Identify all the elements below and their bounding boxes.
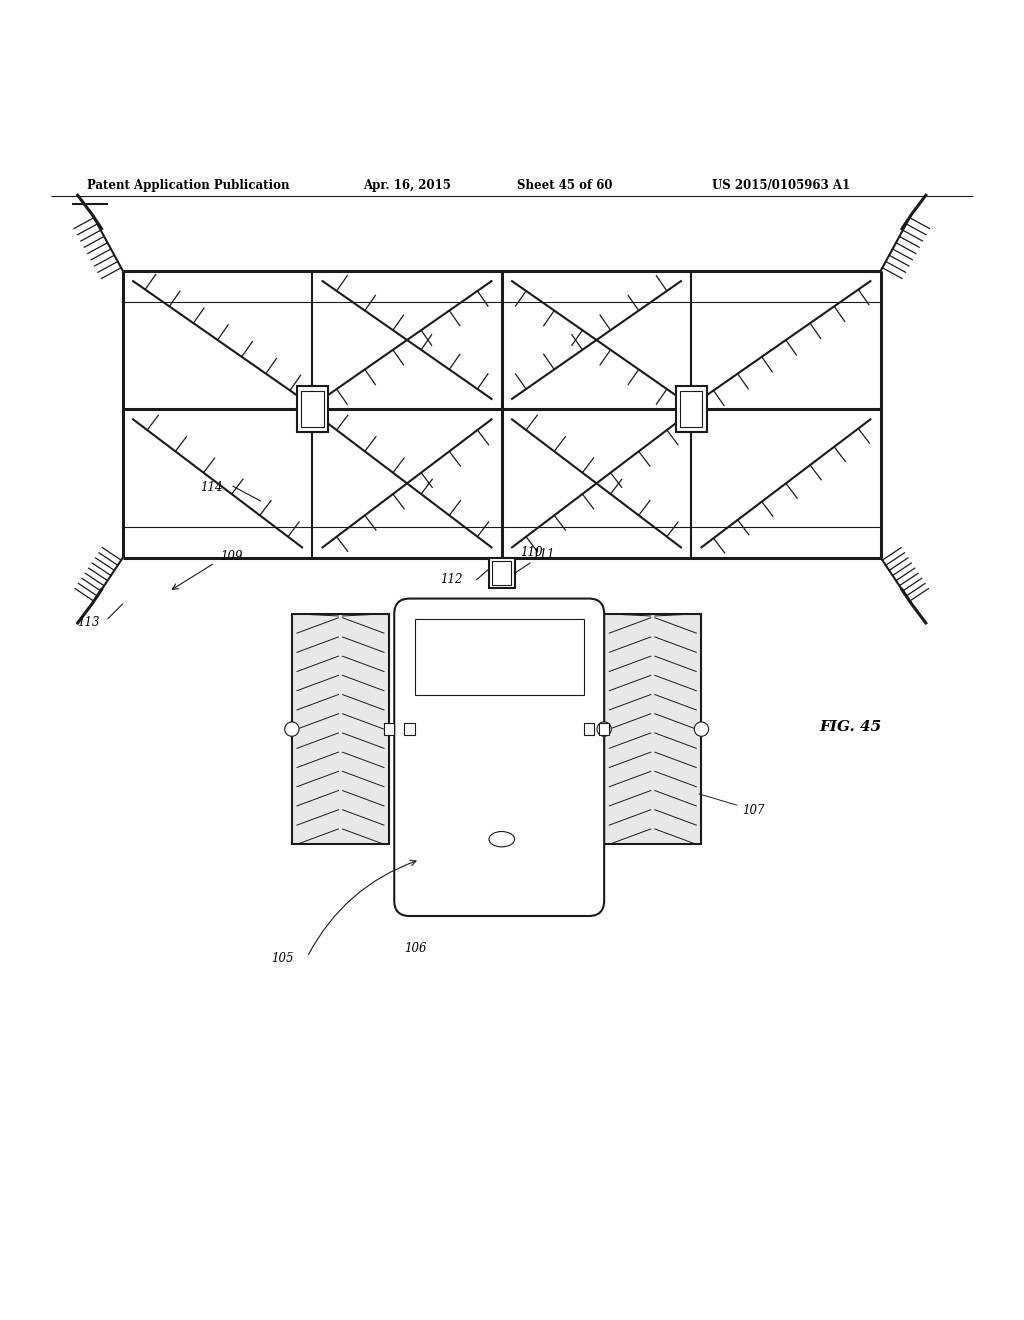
Text: 113: 113	[77, 615, 99, 628]
Bar	[676, 385, 707, 432]
Bar	[492, 561, 512, 585]
Bar	[292, 614, 389, 845]
Bar	[297, 385, 328, 432]
Bar	[384, 723, 394, 735]
Ellipse shape	[489, 832, 514, 847]
Bar	[584, 723, 594, 735]
Text: 106: 106	[404, 942, 427, 954]
Text: 110: 110	[520, 546, 543, 558]
Circle shape	[597, 722, 611, 737]
Bar	[489, 557, 514, 589]
Bar	[680, 391, 702, 428]
Text: 109: 109	[220, 549, 243, 562]
Text: Sheet 45 of 60: Sheet 45 of 60	[517, 180, 612, 193]
Text: 112: 112	[440, 573, 463, 586]
Bar	[604, 614, 701, 845]
Text: 114: 114	[200, 480, 222, 494]
Bar	[301, 391, 324, 428]
Text: US 2015/0105963 A1: US 2015/0105963 A1	[712, 180, 850, 193]
Bar	[415, 619, 584, 694]
Circle shape	[694, 722, 709, 737]
Text: 105: 105	[271, 952, 294, 965]
Circle shape	[285, 722, 299, 737]
FancyBboxPatch shape	[394, 598, 604, 916]
Text: FIG. 45: FIG. 45	[819, 719, 882, 734]
Text: Patent Application Publication: Patent Application Publication	[87, 180, 290, 193]
Bar	[599, 723, 609, 735]
Text: 107: 107	[699, 793, 765, 817]
Text: Apr. 16, 2015: Apr. 16, 2015	[364, 180, 452, 193]
Bar	[404, 723, 415, 735]
Text: 111: 111	[532, 548, 555, 561]
